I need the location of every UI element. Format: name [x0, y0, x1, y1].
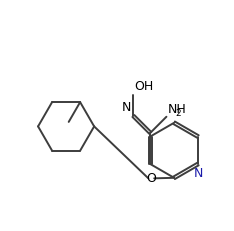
- Text: N: N: [194, 167, 203, 180]
- Text: OH: OH: [134, 80, 154, 93]
- Text: NH: NH: [168, 103, 186, 116]
- Text: 2: 2: [175, 109, 181, 118]
- Text: O: O: [146, 172, 156, 185]
- Text: N: N: [122, 101, 131, 114]
